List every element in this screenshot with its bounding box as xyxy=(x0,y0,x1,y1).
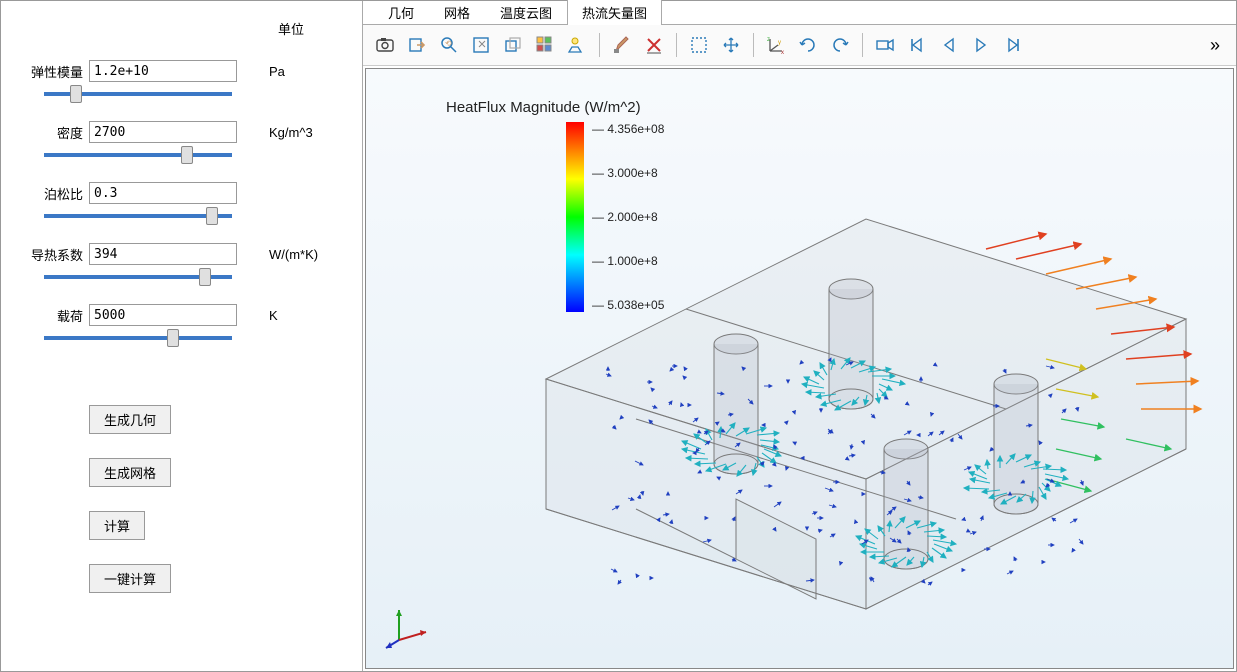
density-slider[interactable] xyxy=(44,153,232,157)
legend-tick: 4.356e+08 xyxy=(592,122,664,136)
selection-icon[interactable] xyxy=(531,31,559,59)
slider-row xyxy=(44,206,334,221)
param-label: 弹性模量 xyxy=(29,62,89,81)
rotate-cw-icon[interactable] xyxy=(826,31,854,59)
param-row: 泊松比 xyxy=(29,182,334,204)
skip-start-icon[interactable] xyxy=(903,31,931,59)
param-unit: W/(m*K) xyxy=(269,247,318,262)
slider-row xyxy=(44,145,334,160)
poisson-ratio-slider[interactable] xyxy=(44,214,232,218)
elastic-modulus-slider[interactable] xyxy=(44,92,232,96)
screenshot-icon[interactable] xyxy=(371,31,399,59)
tab-heatflux-vector[interactable]: 热流矢量图 xyxy=(567,0,662,25)
poisson-ratio-input[interactable] xyxy=(89,182,237,204)
param-label: 泊松比 xyxy=(29,184,89,203)
zoom-reset-icon[interactable]: ⟲ xyxy=(435,31,463,59)
svg-text:y: y xyxy=(778,40,781,46)
light-icon[interactable] xyxy=(563,31,591,59)
load-slider[interactable] xyxy=(44,336,232,340)
param-unit: Pa xyxy=(269,64,285,79)
param-row: 密度 Kg/m^3 xyxy=(29,121,334,143)
toolbar-separator xyxy=(753,33,754,57)
export-icon[interactable] xyxy=(403,31,431,59)
action-buttons: 生成几何 生成网格 计算 一键计算 xyxy=(89,405,334,617)
camera-icon[interactable] xyxy=(871,31,899,59)
load-input[interactable] xyxy=(89,304,237,326)
slider-row xyxy=(44,84,334,99)
param-row: 导热系数 W/(m*K) xyxy=(29,243,334,265)
param-unit: K xyxy=(269,308,278,323)
unit-header: 单位 xyxy=(29,19,304,38)
3d-viewport[interactable]: HeatFlux Magnitude (W/m^2) 4.356e+08 3.0… xyxy=(365,68,1234,669)
play-forward-icon[interactable] xyxy=(967,31,995,59)
param-label: 载荷 xyxy=(29,306,89,325)
tab-geometry[interactable]: 几何 xyxy=(373,0,429,25)
elastic-modulus-input[interactable] xyxy=(89,60,237,82)
brush-icon[interactable] xyxy=(608,31,636,59)
generate-geometry-button[interactable]: 生成几何 xyxy=(89,405,171,434)
toolbar-overflow-icon[interactable]: » xyxy=(1202,35,1228,56)
fit-icon[interactable] xyxy=(467,31,495,59)
one-click-compute-button[interactable]: 一键计算 xyxy=(89,564,171,593)
svg-text:x: x xyxy=(781,50,784,55)
tab-temperature[interactable]: 温度云图 xyxy=(485,0,567,25)
toolbar-separator xyxy=(599,33,600,57)
model-render xyxy=(486,159,1216,639)
toolbar-separator xyxy=(676,33,677,57)
param-label: 密度 xyxy=(29,123,89,142)
parameter-panel: 单位 弹性模量 Pa 密度 Kg/m^3 泊松比 导 xyxy=(1,1,363,671)
view-tabs: 几何 网格 温度云图 热流矢量图 xyxy=(363,1,1236,25)
play-back-icon[interactable] xyxy=(935,31,963,59)
param-label: 导热系数 xyxy=(29,245,89,264)
tab-mesh[interactable]: 网格 xyxy=(429,0,485,25)
main-panel: 几何 网格 温度云图 热流矢量图 ⟲ z xy xyxy=(363,1,1236,671)
conductivity-input[interactable] xyxy=(89,243,237,265)
param-unit: Kg/m^3 xyxy=(269,125,313,140)
rotate-ccw-icon[interactable] xyxy=(794,31,822,59)
axes-icon[interactable]: z xy xyxy=(762,31,790,59)
viewport-toolbar: ⟲ z xy » xyxy=(363,25,1236,66)
toolbar-separator xyxy=(862,33,863,57)
box-icon[interactable] xyxy=(499,31,527,59)
slider-row xyxy=(44,267,334,282)
density-input[interactable] xyxy=(89,121,237,143)
param-row: 载荷 K xyxy=(29,304,334,326)
pan-icon[interactable] xyxy=(717,31,745,59)
axis-triad-icon xyxy=(384,600,434,650)
svg-text:⟲: ⟲ xyxy=(445,39,452,48)
slider-row xyxy=(44,328,334,343)
svg-text:z: z xyxy=(767,37,770,43)
param-row: 弹性模量 Pa xyxy=(29,60,334,82)
compute-button[interactable]: 计算 xyxy=(89,511,145,540)
select-area-icon[interactable] xyxy=(685,31,713,59)
generate-mesh-button[interactable]: 生成网格 xyxy=(89,458,171,487)
delete-icon[interactable] xyxy=(640,31,668,59)
legend-title: HeatFlux Magnitude (W/m^2) xyxy=(446,99,664,116)
skip-end-icon[interactable] xyxy=(999,31,1027,59)
conductivity-slider[interactable] xyxy=(44,275,232,279)
